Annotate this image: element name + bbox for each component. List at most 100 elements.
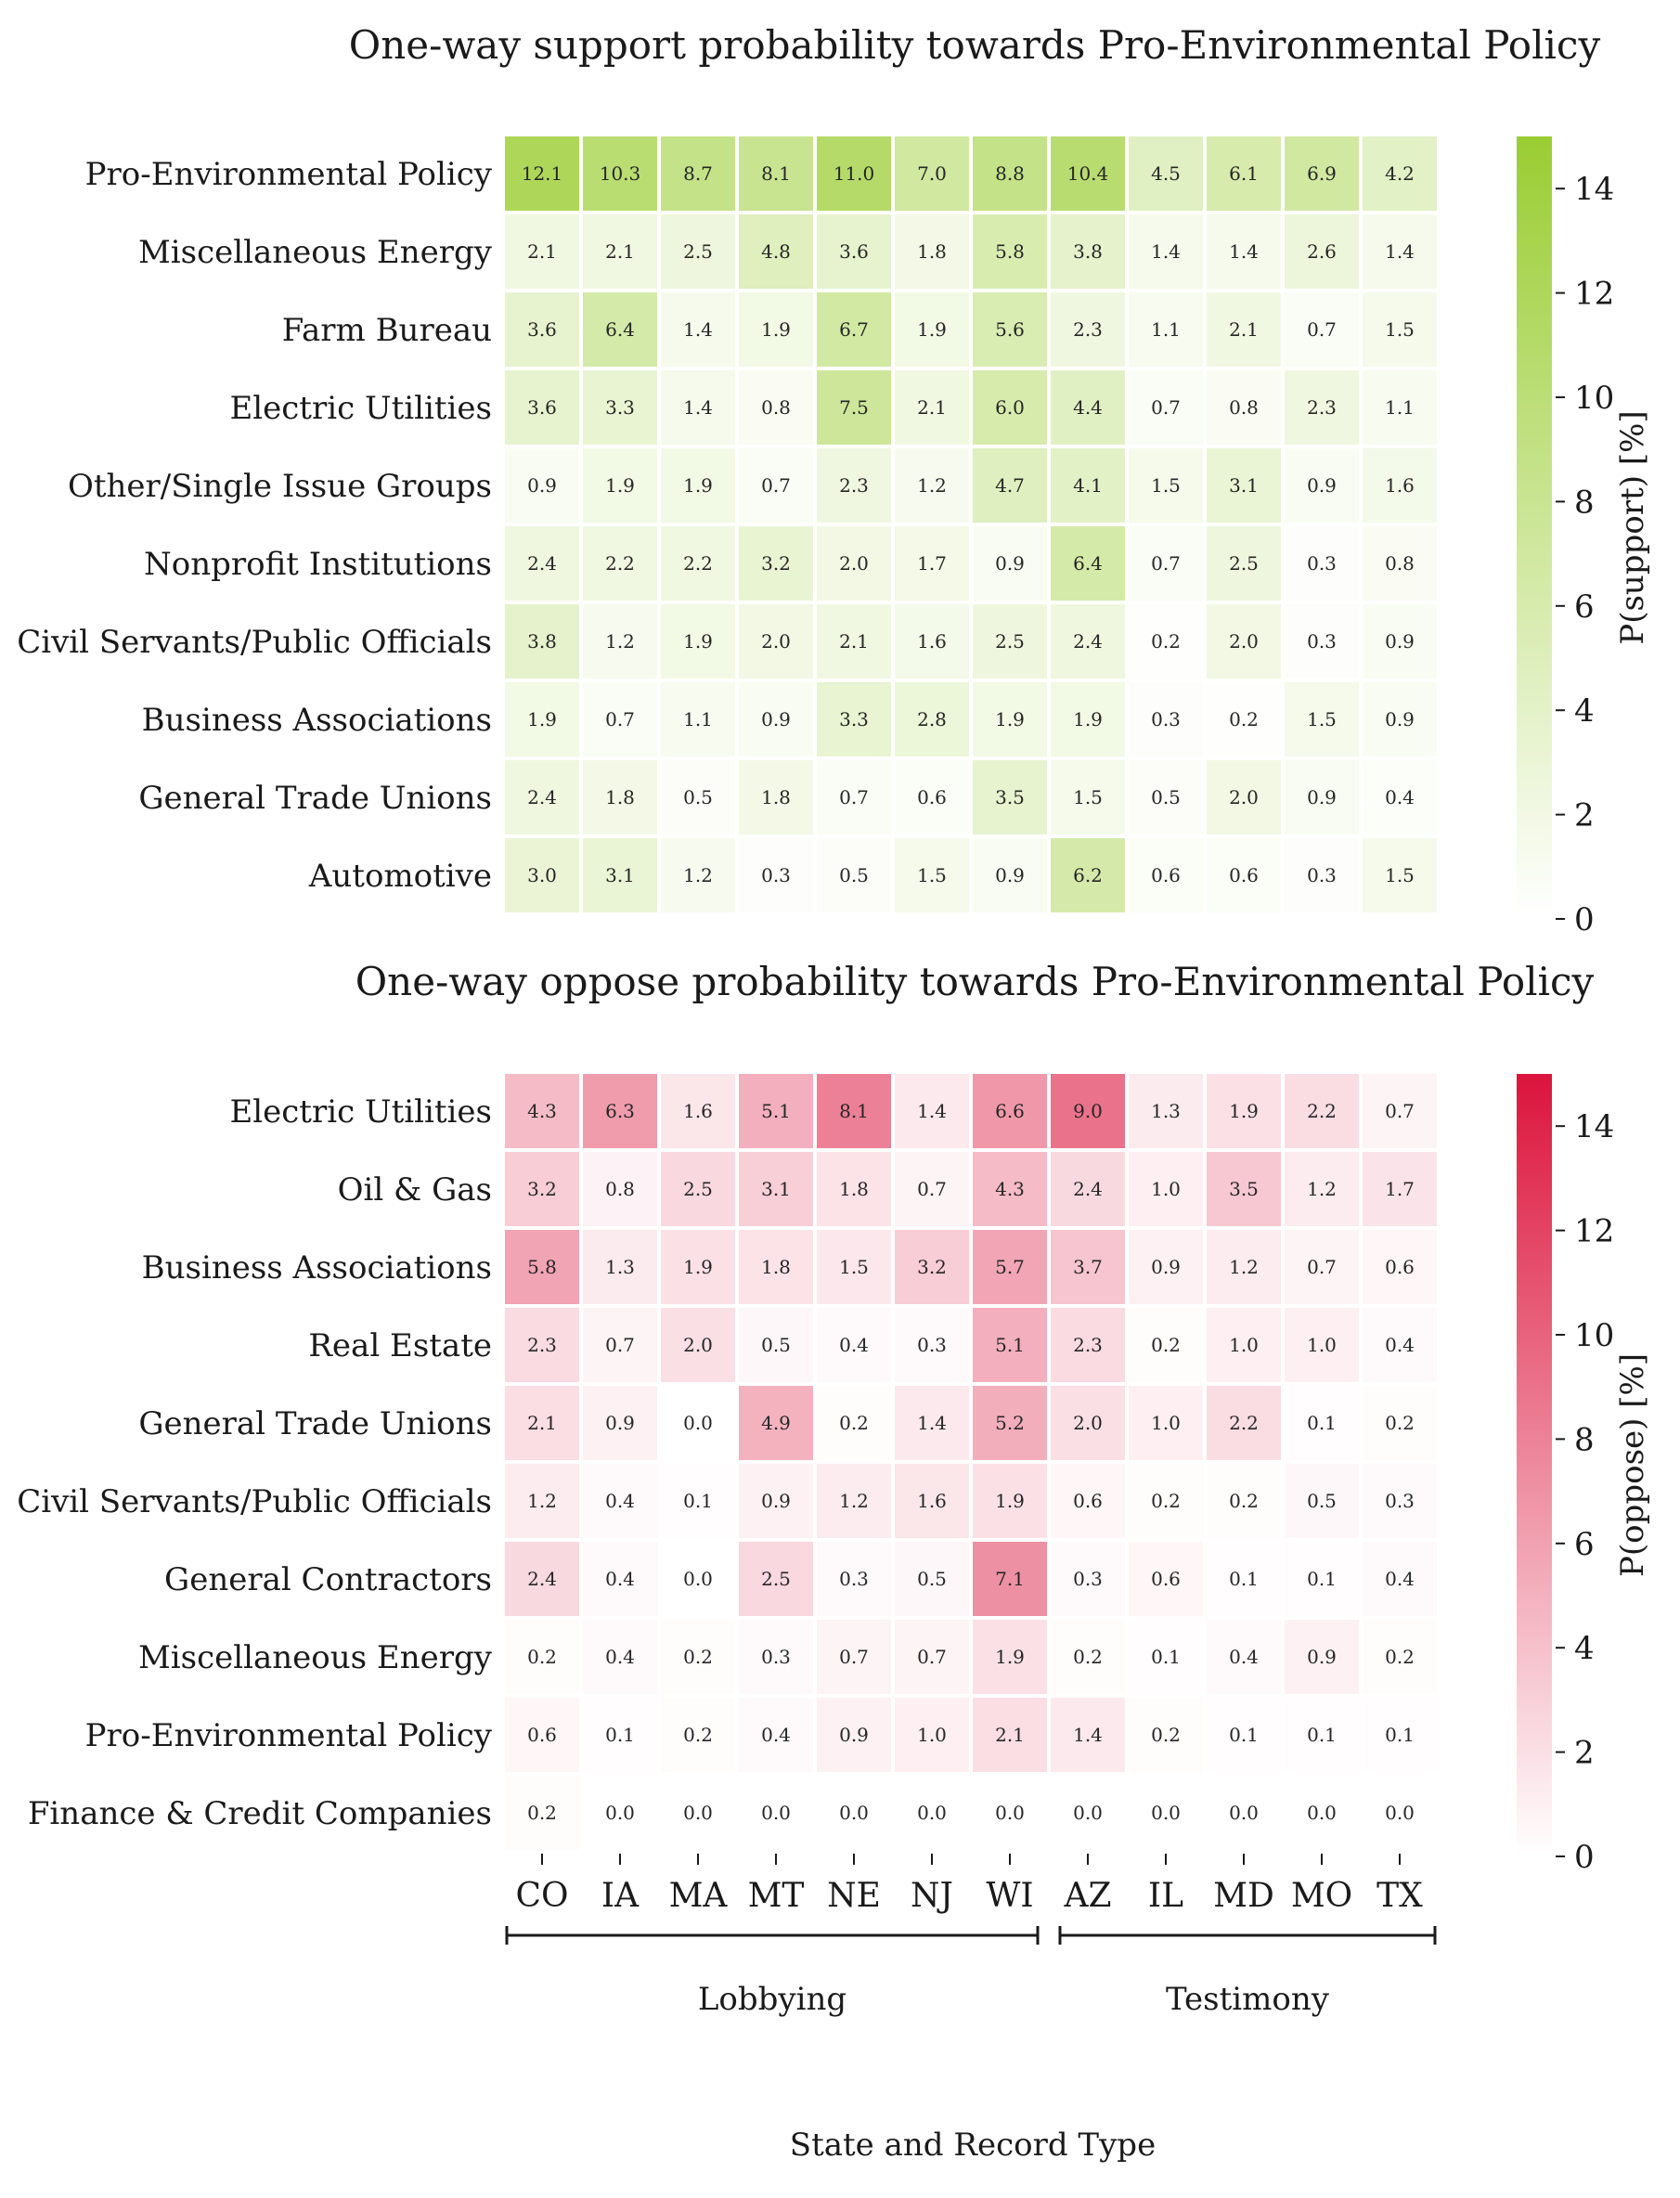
row-label: Pro-Environmental Policy: [85, 156, 493, 193]
cell-value: 0.6: [1073, 1490, 1103, 1512]
heatmap-cell: [739, 1230, 813, 1304]
heatmap-cell: [583, 292, 657, 367]
cell-value: 0.9: [761, 708, 791, 731]
cell-value: 1.7: [917, 552, 947, 575]
heatmap-cell: [1207, 760, 1281, 834]
cell-value: 1.3: [605, 1256, 635, 1278]
cell-value: 0.0: [683, 1568, 713, 1590]
colorbar-tick-label: 8: [1574, 484, 1595, 521]
heatmap-cell: [973, 682, 1047, 756]
cell-value: 0.5: [761, 1334, 791, 1356]
heatmap-cell: [817, 1698, 891, 1772]
heatmap-cell: [973, 760, 1047, 834]
heatmap-cell: [973, 1464, 1047, 1538]
heatmap-cell: [505, 1386, 579, 1460]
cell-value: 9.0: [1073, 1100, 1103, 1122]
cell-value: 0.0: [1307, 1802, 1337, 1824]
heatmap-cell: [505, 838, 579, 912]
cell-value: 0.7: [1307, 1256, 1337, 1278]
heatmap-cell: [1285, 370, 1359, 445]
heatmap-cell: [661, 136, 735, 211]
cell-value: 0.4: [605, 1646, 635, 1668]
heatmap-cell: [1051, 682, 1125, 756]
cell-value: 2.3: [839, 474, 869, 497]
cell-value: 0.1: [1385, 1724, 1415, 1746]
row-label: Electric Utilities: [229, 1093, 492, 1131]
cell-value: 0.6: [527, 1724, 557, 1746]
cell-value: 1.9: [1073, 708, 1103, 731]
heatmap-cell: [1051, 1230, 1125, 1304]
cell-value: 2.3: [527, 1334, 557, 1356]
cell-value: 1.0: [917, 1724, 947, 1746]
cell-value: 2.2: [683, 552, 713, 575]
row-label: Electric Utilities: [229, 390, 492, 427]
cell-value: 0.0: [1073, 1802, 1103, 1824]
heatmap-cell: [739, 292, 813, 367]
heatmap-cell: [817, 1308, 891, 1382]
cell-value: 4.3: [527, 1100, 557, 1122]
heatmap-cell: [661, 1698, 735, 1772]
cell-value: 0.2: [683, 1724, 713, 1746]
cell-value: 2.4: [1073, 1178, 1103, 1200]
cell-value: 6.4: [605, 318, 635, 341]
heatmap-cell: [1051, 1386, 1125, 1460]
heatmap-cell: [895, 1230, 969, 1304]
heatmap-cell: [739, 1074, 813, 1148]
row-label: Finance & Credit Companies: [28, 1795, 492, 1832]
cell-value: 1.1: [1151, 318, 1181, 341]
cell-value: 4.7: [995, 474, 1025, 497]
cell-value: 1.2: [683, 864, 713, 886]
cell-value: 2.1: [917, 396, 947, 419]
cell-value: 1.9: [683, 474, 713, 497]
cell-value: 3.5: [995, 786, 1025, 808]
heatmap-cell: [583, 1698, 657, 1772]
heatmap-cell: [817, 1230, 891, 1304]
heatmap-cell: [1207, 1620, 1281, 1694]
cell-value: 2.5: [761, 1568, 791, 1590]
cell-value: 0.3: [1073, 1568, 1103, 1590]
heatmap-cell: [505, 604, 579, 679]
heatmap-cell: [661, 1308, 735, 1382]
cell-value: 1.7: [1385, 1178, 1415, 1200]
heatmap-cell: [1285, 604, 1359, 679]
heatmap-cell: [817, 1152, 891, 1226]
heatmap-cell: [1207, 292, 1281, 367]
heatmap-cell: [1363, 1542, 1437, 1616]
heatmap-cell: [1285, 448, 1359, 523]
cell-value: 0.1: [1307, 1412, 1337, 1434]
heatmap-cell: [895, 370, 969, 445]
group-label: Lobbying: [698, 1981, 846, 2018]
colorbar-tick-label: 0: [1574, 901, 1595, 938]
heatmap-cell: [817, 1386, 891, 1460]
heatmap-cell: [817, 604, 891, 679]
cell-value: 6.0: [995, 396, 1025, 419]
heatmap-cell: [1207, 526, 1281, 601]
heatmap-cell: [661, 1152, 735, 1226]
cell-value: 6.9: [1307, 162, 1337, 185]
heatmap-cell: [895, 1542, 969, 1616]
cell-value: 0.1: [1229, 1568, 1259, 1590]
cell-value: 1.0: [1307, 1334, 1337, 1356]
heatmap-cell: [817, 1776, 891, 1850]
cell-value: 0.5: [683, 786, 713, 808]
heatmap-cell: [1285, 1698, 1359, 1772]
cell-value: 0.4: [605, 1568, 635, 1590]
heatmap-cell: [583, 838, 657, 912]
heatmap-cell: [1207, 682, 1281, 756]
heatmap-cell: [1363, 1308, 1437, 1382]
cell-value: 1.5: [839, 1256, 869, 1278]
heatmap-cell: [817, 526, 891, 601]
cell-value: 0.2: [1151, 630, 1181, 653]
cell-value: 1.8: [761, 1256, 791, 1278]
heatmap-cell: [1363, 292, 1437, 367]
cell-value: 0.0: [605, 1802, 635, 1824]
cell-value: 6.2: [1073, 864, 1103, 886]
heatmap-cell: [739, 1698, 813, 1772]
cell-value: 0.3: [761, 864, 791, 886]
cell-value: 1.6: [917, 1490, 947, 1512]
x-tick-label: MO: [1291, 1877, 1352, 1915]
cell-value: 0.9: [761, 1490, 791, 1512]
cell-value: 5.1: [761, 1100, 791, 1122]
heatmap-cell: [505, 370, 579, 445]
x-tick-label: MD: [1213, 1877, 1274, 1915]
